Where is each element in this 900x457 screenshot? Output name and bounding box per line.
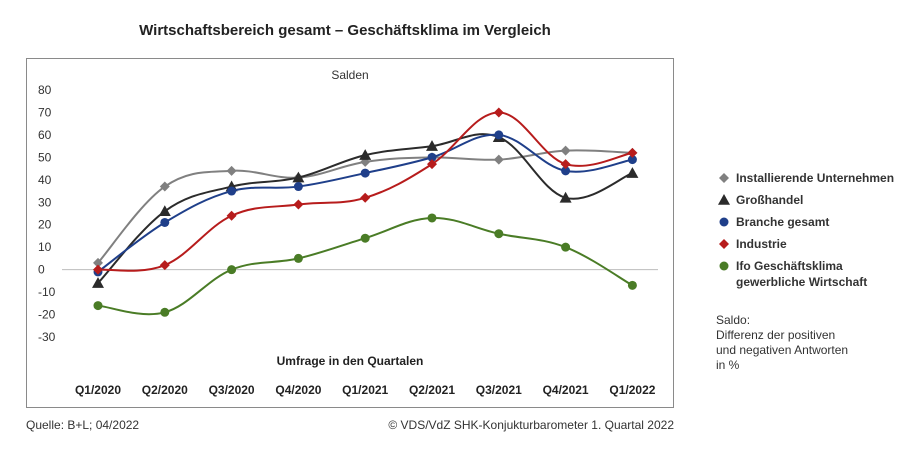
- series-4-point: [494, 229, 504, 239]
- series-1-point: [626, 167, 639, 178]
- series-3-point: [159, 260, 170, 271]
- series-2-point: [360, 168, 370, 178]
- legend-marker-shape: [719, 239, 729, 249]
- series-4-point: [427, 213, 437, 223]
- legend-label: Installierende Unternehmen: [736, 171, 895, 185]
- series-1-point: [292, 171, 305, 183]
- series-0-point: [560, 145, 571, 156]
- legend-marker-shape: [719, 173, 729, 183]
- series-4-point: [93, 301, 103, 311]
- series-2-point: [227, 186, 237, 196]
- legend-marker-icon: [716, 214, 732, 230]
- legend-item: Großhandel: [716, 192, 896, 208]
- x-tick-label: Q1/2020: [75, 383, 121, 397]
- x-tick-label: Q3/2021: [476, 383, 522, 397]
- chart-title: Wirtschaftsbereich gesamt – Geschäftskli…: [139, 22, 551, 39]
- legend-marker-shape: [718, 194, 730, 205]
- legend-marker-icon: [716, 192, 732, 208]
- series-3-point: [360, 192, 371, 203]
- x-tick-label: Q1/2021: [342, 383, 388, 397]
- series-line-3: [97, 111, 633, 272]
- y-tick-label: 60: [38, 128, 52, 142]
- legend-marker-icon: [716, 170, 732, 186]
- legend-item: Branche gesamt: [716, 214, 896, 230]
- series-3-point: [93, 264, 103, 275]
- legend-label: Branche gesamt: [736, 215, 830, 229]
- series-0-point: [226, 165, 237, 176]
- series-2-point: [494, 130, 504, 140]
- series-line-4: [97, 216, 633, 316]
- legend-item: Ifo Geschäftsklima gewerbliche Wirtschaf…: [716, 258, 896, 290]
- saldo-note: Saldo: Differenz der positiven und negat…: [716, 313, 849, 372]
- series-1-point: [158, 205, 171, 217]
- legend-label: Großhandel: [736, 193, 804, 207]
- series-3-point: [493, 107, 504, 118]
- series-3-point: [627, 147, 638, 158]
- x-tick-label: Q3/2020: [209, 383, 255, 397]
- series-2-point: [293, 182, 303, 192]
- series-3-point: [560, 159, 571, 170]
- legend-item: Industrie: [716, 236, 896, 252]
- series-4-point: [227, 265, 237, 275]
- series-2-point: [561, 166, 571, 176]
- legend-item: Installierende Unternehmen: [716, 170, 896, 186]
- chart-legend: Installierende Unternehmen Großhandel Bran…: [716, 170, 896, 296]
- y-tick-label: -20: [38, 308, 56, 322]
- y-tick-label: 80: [38, 83, 52, 97]
- x-axis-label: Umfrage in den Quartalen: [277, 354, 424, 368]
- series-4-point: [561, 242, 571, 252]
- legend-marker-shape: [719, 217, 729, 227]
- legend-marker-icon: [716, 258, 732, 274]
- x-tick-label: Q1/2022: [609, 383, 655, 397]
- series-3-point: [226, 210, 237, 221]
- series-1-point: [426, 140, 438, 151]
- series-1-point: [92, 277, 104, 288]
- series-1-point: [359, 149, 372, 160]
- legend-marker-shape: [719, 261, 729, 271]
- y-tick-label: 20: [38, 218, 52, 232]
- y-tick-label: 30: [38, 195, 52, 209]
- y-tick-label: 50: [38, 150, 52, 164]
- series-2-point: [427, 152, 437, 162]
- y-tick-label: 40: [38, 173, 52, 187]
- series-0-point: [493, 154, 504, 165]
- chart-subtitle: Salden: [331, 68, 368, 82]
- series-4-point: [627, 280, 637, 290]
- x-tick-label: Q2/2020: [142, 383, 188, 397]
- legend-label: Ifo Geschäftsklima gewerbliche Wirtschaf…: [736, 259, 868, 289]
- series-4-point: [160, 307, 170, 317]
- y-tick-label: 70: [38, 105, 52, 119]
- series-3-point: [293, 199, 304, 210]
- series-4-point: [293, 253, 303, 263]
- series-2-point: [160, 217, 170, 227]
- x-tick-label: Q4/2021: [543, 383, 589, 397]
- series-1-point: [559, 191, 572, 203]
- legend-label: Industrie: [736, 237, 787, 251]
- y-tick-label: 0: [38, 263, 45, 277]
- y-tick-label: 10: [38, 240, 52, 254]
- series-2-point: [627, 155, 637, 165]
- series-4-point: [360, 233, 370, 243]
- y-tick-label: -10: [38, 285, 56, 299]
- source-footer: Quelle: B+L; 04/2022: [26, 418, 140, 432]
- plot-frame: [26, 58, 674, 408]
- series-line-0: [97, 149, 633, 264]
- legend-marker-icon: [716, 236, 732, 252]
- series-3-point: [427, 159, 437, 170]
- copyright-footer: © VDS/VdZ SHK-Konjukturbarometer 1. Quar…: [388, 418, 674, 432]
- x-tick-label: Q2/2021: [409, 383, 455, 397]
- x-tick-label: Q4/2020: [275, 383, 321, 397]
- series-0-point: [93, 257, 103, 268]
- y-tick-label: -30: [38, 330, 56, 344]
- series-0-point: [159, 181, 170, 192]
